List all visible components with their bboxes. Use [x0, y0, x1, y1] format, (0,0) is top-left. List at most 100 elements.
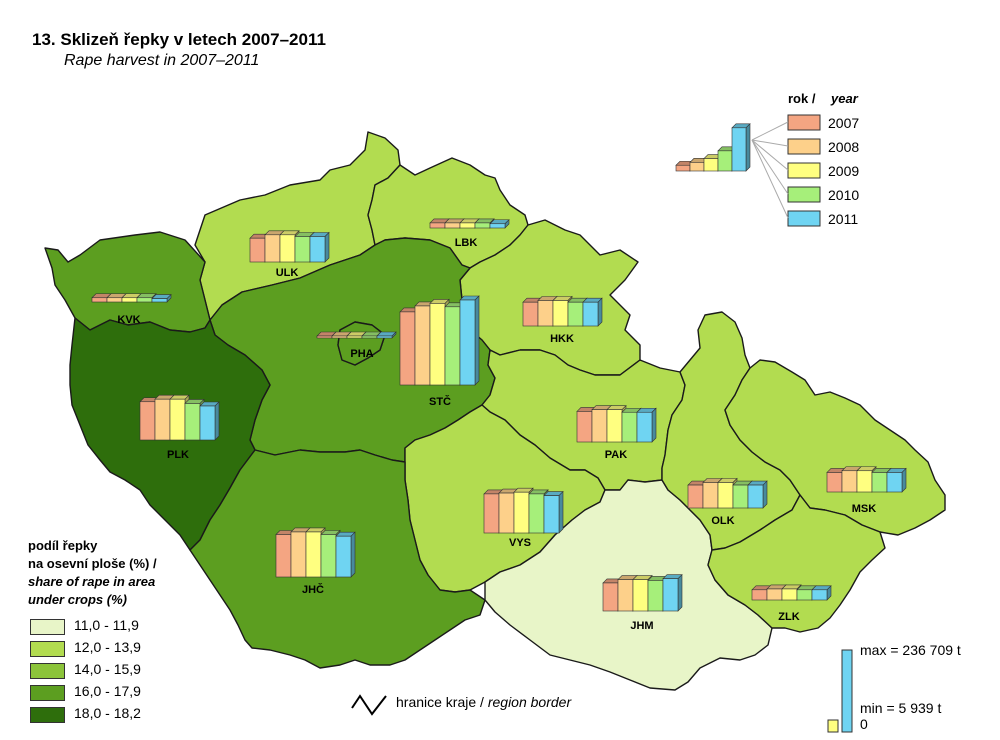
bar-vys-2007	[483, 493, 500, 534]
bar-zlk-2010	[796, 589, 813, 601]
bar-chart-hkk	[522, 295, 603, 327]
bar-pha-2008	[331, 335, 348, 339]
border-legend-label-cz: hranice kraje /	[396, 694, 484, 710]
border-line-icon	[351, 694, 387, 716]
share-legend-title-3: share of rape in area	[28, 574, 156, 589]
scale-min-label: min = 5 939 t	[860, 700, 942, 716]
bar-stč-2007	[399, 311, 416, 386]
bar-kvk-2009	[121, 297, 138, 303]
bar-zlk-2009	[781, 588, 798, 601]
bar-olk-2009	[717, 482, 734, 509]
year-legend-title-cz: rok /	[788, 91, 816, 106]
bar-zlk-2011	[811, 589, 828, 601]
share-class-swatch	[30, 619, 65, 635]
bar-vys-2009	[513, 491, 530, 534]
bar-hkk-2007	[522, 301, 539, 327]
share-legend: podíl řepky na osevní ploše (%) / share …	[28, 537, 228, 725]
bar-ulk-2010	[294, 236, 311, 263]
scale-max-bar	[841, 649, 853, 733]
region-label-msk: MSK	[852, 503, 877, 515]
bar-jhč-2008	[290, 531, 307, 578]
bar-olk-2008	[702, 482, 719, 509]
region-label-hkk: HKK	[550, 333, 574, 345]
share-class-label: 18,0 - 18,2	[74, 705, 141, 721]
bar-chart-msk	[826, 466, 907, 493]
bar-kvk-2011	[151, 298, 168, 303]
bar-chart-stč	[399, 295, 480, 386]
bar-pha-2007	[316, 335, 333, 339]
region-label-ulk: ULK	[276, 267, 299, 279]
bar-plk-2007	[139, 401, 156, 441]
sample-bar-2011	[731, 127, 747, 172]
bar-lbk-2008	[444, 222, 461, 229]
scale-min-bar	[827, 719, 839, 733]
share-legend-title-2: na osevní ploše (%) /	[28, 556, 157, 571]
year-swatch-2011	[787, 210, 821, 227]
bar-vys-2011	[543, 495, 560, 534]
bar-pak-2011	[636, 411, 653, 443]
map-subtitle: Rape harvest in 2007–2011	[64, 52, 260, 69]
year-swatch-2008	[787, 138, 821, 155]
bar-jhm-2010	[647, 580, 664, 612]
sample-bar-2010	[717, 150, 733, 172]
year-swatch-2010	[787, 186, 821, 203]
share-class-swatch	[30, 707, 65, 723]
bar-plk-2010	[184, 403, 201, 441]
bar-msk-2007	[826, 472, 843, 493]
bar-olk-2007	[687, 484, 704, 509]
year-label-2011: 2011	[828, 211, 858, 227]
region-label-zlk: ZLK	[778, 611, 799, 623]
bar-stč-2009	[429, 303, 446, 386]
sample-bar-2009	[703, 158, 719, 172]
bar-jhč-2007	[275, 534, 292, 578]
bar-jhč-2010	[320, 534, 337, 578]
year-legend: rok / year 2007 2008 2009 2010 2011	[675, 91, 859, 227]
share-class-label: 16,0 - 17,9	[74, 683, 141, 699]
bar-ulk-2009	[279, 234, 296, 263]
bar-pha-2011	[376, 335, 393, 339]
bar-hkk-2010	[567, 301, 584, 327]
bar-chart-pha	[316, 331, 397, 339]
bar-plk-2008	[154, 398, 171, 441]
region-label-olk: OLK	[711, 515, 734, 527]
bar-vys-2008	[498, 492, 515, 534]
share-class-item: 11,0 - 11,9	[28, 615, 228, 637]
region-label-stč: STČ	[429, 395, 451, 408]
bar-pak-2009	[606, 409, 623, 443]
bar-zlk-2007	[751, 589, 768, 601]
region-label-kvk: KVK	[117, 314, 140, 326]
bar-pak-2010	[621, 411, 638, 443]
bar-jhm-2009	[632, 579, 649, 612]
bar-lbk-2007	[429, 222, 446, 229]
share-class-swatch	[30, 685, 65, 701]
sample-bar-2008	[689, 162, 705, 172]
bar-chart-plk	[139, 394, 220, 441]
year-label-2008: 2008	[828, 139, 859, 155]
share-class-label: 12,0 - 13,9	[74, 639, 141, 655]
bar-jhč-2011	[335, 535, 352, 578]
share-class-swatch	[30, 663, 65, 679]
bar-hkk-2009	[552, 300, 569, 327]
share-class-item: 14,0 - 15,9	[28, 659, 228, 681]
region-label-lbk: LBK	[455, 237, 478, 249]
bar-olk-2011	[747, 484, 764, 509]
bar-kvk-2010	[136, 297, 153, 303]
scale-zero-label: 0	[860, 716, 868, 732]
region-label-jhč: JHČ	[302, 583, 324, 596]
year-label-2007: 2007	[828, 115, 859, 131]
region-label-plk: PLK	[167, 449, 189, 461]
bar-jhč-2009	[305, 531, 322, 578]
bar-jhm-2008	[617, 579, 634, 612]
bar-lbk-2009	[459, 222, 476, 229]
share-class-swatch	[30, 641, 65, 657]
bar-stč-2011	[459, 299, 476, 386]
bar-msk-2010	[871, 472, 888, 493]
bar-jhm-2007	[602, 582, 619, 612]
bar-pha-2010	[361, 335, 378, 339]
share-class-item: 18,0 - 18,2	[28, 703, 228, 725]
bar-chart-zlk	[751, 584, 832, 601]
bar-lbk-2010	[474, 222, 491, 229]
bar-hkk-2008	[537, 300, 554, 327]
bar-zlk-2008	[766, 588, 783, 601]
